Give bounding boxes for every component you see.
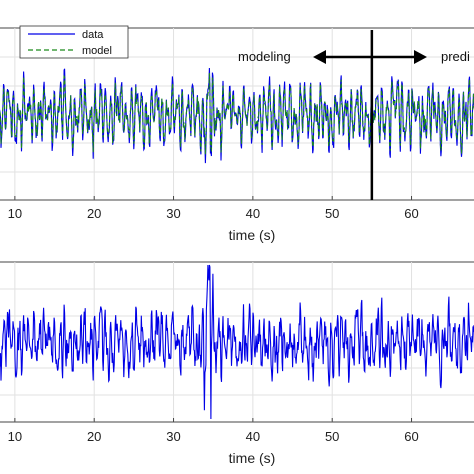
annotation-prediction: predi: [441, 49, 470, 64]
legend-data-label: data: [82, 29, 104, 41]
bottom-tick-label-60: 60: [404, 429, 418, 444]
series-model-line: [0, 72, 474, 155]
annotation-modeling: modeling: [238, 49, 291, 64]
legend-box: [19, 25, 129, 59]
bottom-tick-label-40: 40: [246, 429, 260, 444]
top-tick-label-50: 50: [325, 206, 339, 221]
bottom-tick-label-50: 50: [325, 429, 339, 444]
bottom-x-ticks: 10 20 30 40 50 60: [8, 418, 419, 444]
top-panel: 10 20 30 40 50 60 time (s) data model modelin…: [0, 25, 474, 243]
bottom-grid: [0, 262, 474, 422]
top-x-axis-label: time (s): [229, 227, 276, 243]
top-x-ticks: 10 20 30 40 50 60: [8, 196, 419, 221]
double-arrow: [313, 50, 427, 64]
arrow-right-head: [414, 50, 427, 64]
legend: data model: [19, 25, 129, 59]
legend-model-label: model: [82, 45, 112, 57]
top-tick-label-40: 40: [246, 206, 260, 221]
top-tick-label-30: 30: [166, 206, 180, 221]
bottom-tick-label-10: 10: [8, 429, 22, 444]
bottom-x-axis-label: time (s): [229, 450, 276, 466]
top-series-group: [0, 67, 474, 164]
top-tick-label-60: 60: [404, 206, 418, 221]
bottom-panel: 10 20 30 40 50 60 time (s): [0, 261, 474, 466]
arrow-left-head: [313, 50, 326, 64]
series-residual-line: [0, 264, 474, 420]
bottom-tick-label-20: 20: [87, 429, 101, 444]
bottom-tick-label-30: 30: [166, 429, 180, 444]
bottom-series-group: [0, 264, 474, 420]
top-tick-label-20: 20: [87, 206, 101, 221]
top-tick-label-10: 10: [8, 206, 22, 221]
